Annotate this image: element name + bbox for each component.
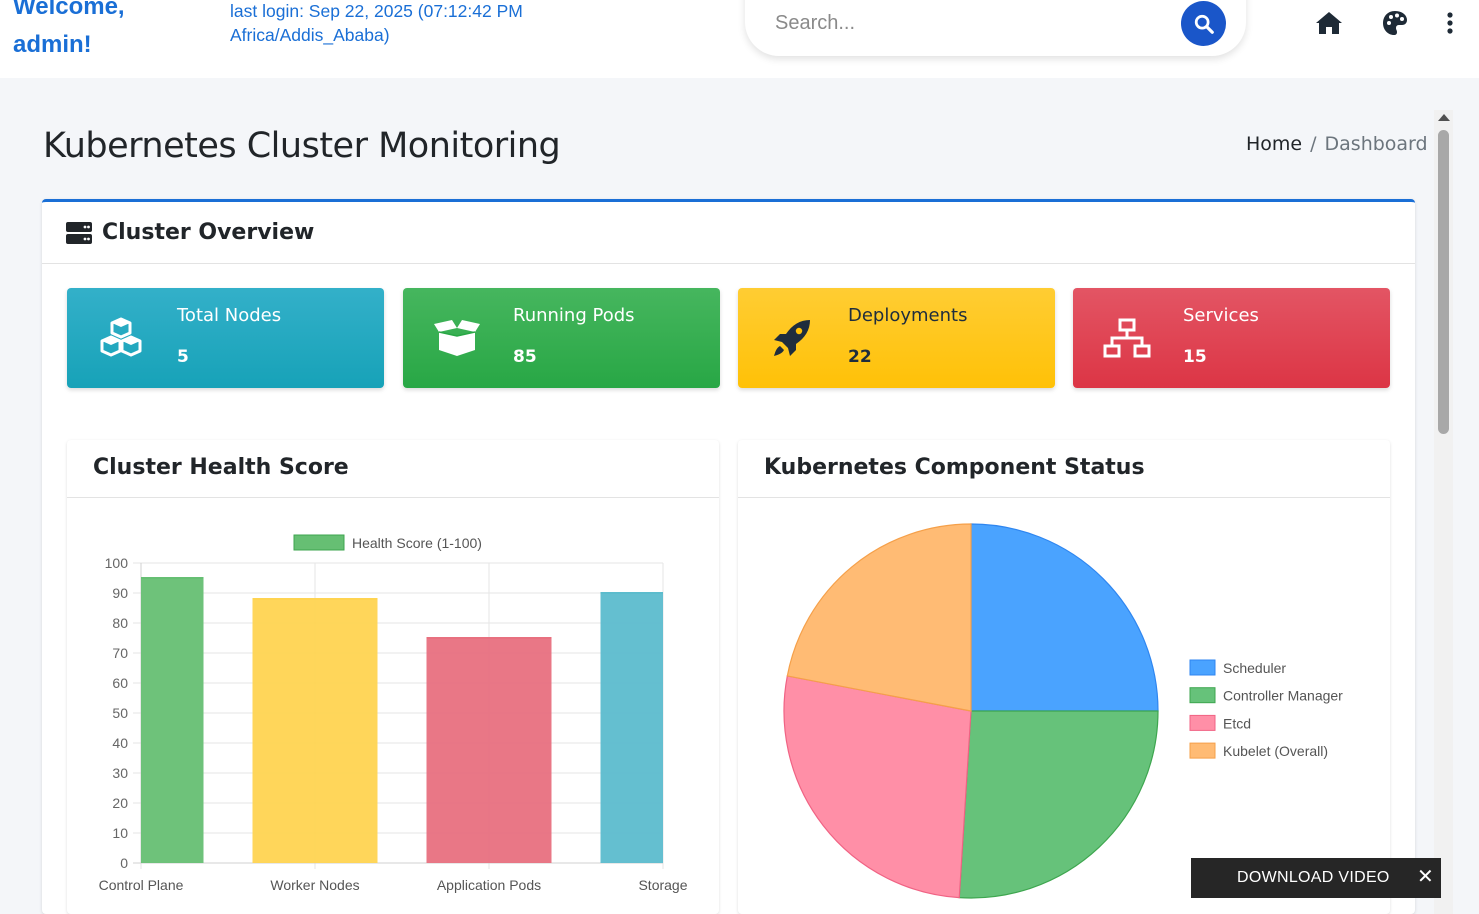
legend-swatch (1189, 742, 1216, 759)
breadcrumb-separator: / (1310, 133, 1317, 155)
y-tick-label: 40 (112, 735, 128, 751)
y-tick-label: 30 (112, 765, 128, 781)
breadcrumb: Home / Dashboard (1246, 133, 1428, 155)
palette-icon (1383, 11, 1407, 35)
x-tick-label: Storage (638, 877, 687, 893)
x-tick-label: Worker Nodes (270, 877, 359, 893)
health-bar-chart: Health Score (1-100) 0 10 20 30 40 50 60 70 80 90 1… (99, 534, 688, 893)
card-header: Cluster Overview (42, 202, 1415, 264)
download-video-label[interactable]: DOWNLOAD VIDEO (1237, 869, 1390, 886)
search-icon (1194, 14, 1214, 34)
y-tick-label: 100 (105, 555, 129, 571)
stat-label: Services (1183, 305, 1259, 326)
pie-slice (958, 710, 1159, 899)
bar (426, 638, 552, 863)
breadcrumb-current: Dashboard (1324, 133, 1428, 155)
y-tick-label: 70 (112, 645, 128, 661)
stat-value: 85 (513, 347, 537, 367)
y-tick-label: 80 (112, 615, 128, 631)
sitemap-icon (1103, 316, 1151, 360)
y-tick-label: 0 (120, 855, 128, 871)
pie-slice (786, 523, 972, 712)
card-header: Kubernetes Component Status (738, 440, 1390, 498)
legend-swatch (1189, 714, 1216, 731)
page-title: Kubernetes Cluster Monitoring (43, 126, 561, 166)
legend-label: Etcd (1223, 715, 1251, 731)
legend-label: Health Score (1-100) (352, 535, 482, 551)
bar (600, 593, 663, 863)
legend-label: Controller Manager (1223, 688, 1343, 704)
breadcrumb-home-link[interactable]: Home (1246, 133, 1303, 155)
more-vertical-icon (1447, 12, 1453, 34)
search-bar (745, 0, 1246, 56)
cubes-icon (97, 316, 145, 360)
top-navbar: Welcome, admin! last login: Sep 22, 2025… (0, 0, 1479, 78)
pie-slice (783, 675, 972, 899)
download-video-bar[interactable]: DOWNLOAD VIDEO ✕ (1191, 858, 1441, 898)
search-input[interactable] (775, 6, 1175, 40)
legend-swatch (1189, 687, 1216, 704)
legend-label: Kubelet (Overall) (1223, 743, 1328, 759)
home-icon (1316, 12, 1342, 34)
x-tick-label: Control Plane (99, 877, 184, 893)
rocket-icon (768, 316, 816, 360)
stat-value: 22 (848, 347, 872, 367)
stat-value: 15 (1183, 347, 1207, 367)
bar (252, 599, 378, 863)
y-tick-label: 90 (112, 585, 128, 601)
scroll-up-arrow[interactable] (1438, 114, 1450, 121)
server-icon (66, 222, 92, 244)
y-tick-label: 20 (112, 795, 128, 811)
stat-running-pods[interactable]: Running Pods 85 (403, 288, 720, 388)
more-menu-button[interactable] (1435, 8, 1465, 38)
x-tick-label: Application Pods (437, 877, 541, 893)
home-button[interactable] (1314, 8, 1344, 38)
cluster-health-card: Cluster Health Score Health Score (1-100… (67, 440, 719, 914)
card-header: Cluster Health Score (67, 440, 719, 498)
stat-services[interactable]: Services 15 (1073, 288, 1390, 388)
card-title: Cluster Health Score (93, 455, 349, 480)
close-icon[interactable]: ✕ (1417, 866, 1434, 888)
search-button[interactable] (1181, 1, 1226, 46)
box-open-icon (433, 316, 481, 360)
stat-label: Running Pods (513, 305, 635, 326)
card-title: Cluster Overview (102, 220, 315, 245)
welcome-message: Welcome, admin! (13, 0, 125, 58)
stat-deployments[interactable]: Deployments 22 (738, 288, 1055, 388)
legend-label: Scheduler (1223, 660, 1286, 676)
last-login-info: last login: Sep 22, 2025 (07:12:42 PM Af… (230, 1, 523, 45)
bar (141, 578, 204, 863)
component-status-card: Kubernetes Component Status Scheduler Con… (738, 440, 1390, 914)
stat-value: 5 (177, 347, 189, 367)
y-tick-label: 60 (112, 675, 128, 691)
y-tick-label: 50 (112, 705, 128, 721)
stat-label: Deployments (848, 305, 968, 326)
legend-swatch (1189, 659, 1216, 676)
card-title: Kubernetes Component Status (764, 455, 1145, 480)
stat-label: Total Nodes (177, 305, 282, 326)
stat-total-nodes[interactable]: Total Nodes 5 (67, 288, 384, 388)
theme-button[interactable] (1380, 8, 1410, 38)
component-pie-chart: Scheduler Controller Manager Etcd Kubelet (… (783, 523, 1343, 899)
y-tick-label: 10 (112, 825, 128, 841)
legend-swatch (293, 534, 345, 551)
scrollbar[interactable] (1434, 110, 1453, 914)
pie-slice (970, 523, 1159, 712)
scrollbar-thumb[interactable] (1438, 130, 1449, 434)
